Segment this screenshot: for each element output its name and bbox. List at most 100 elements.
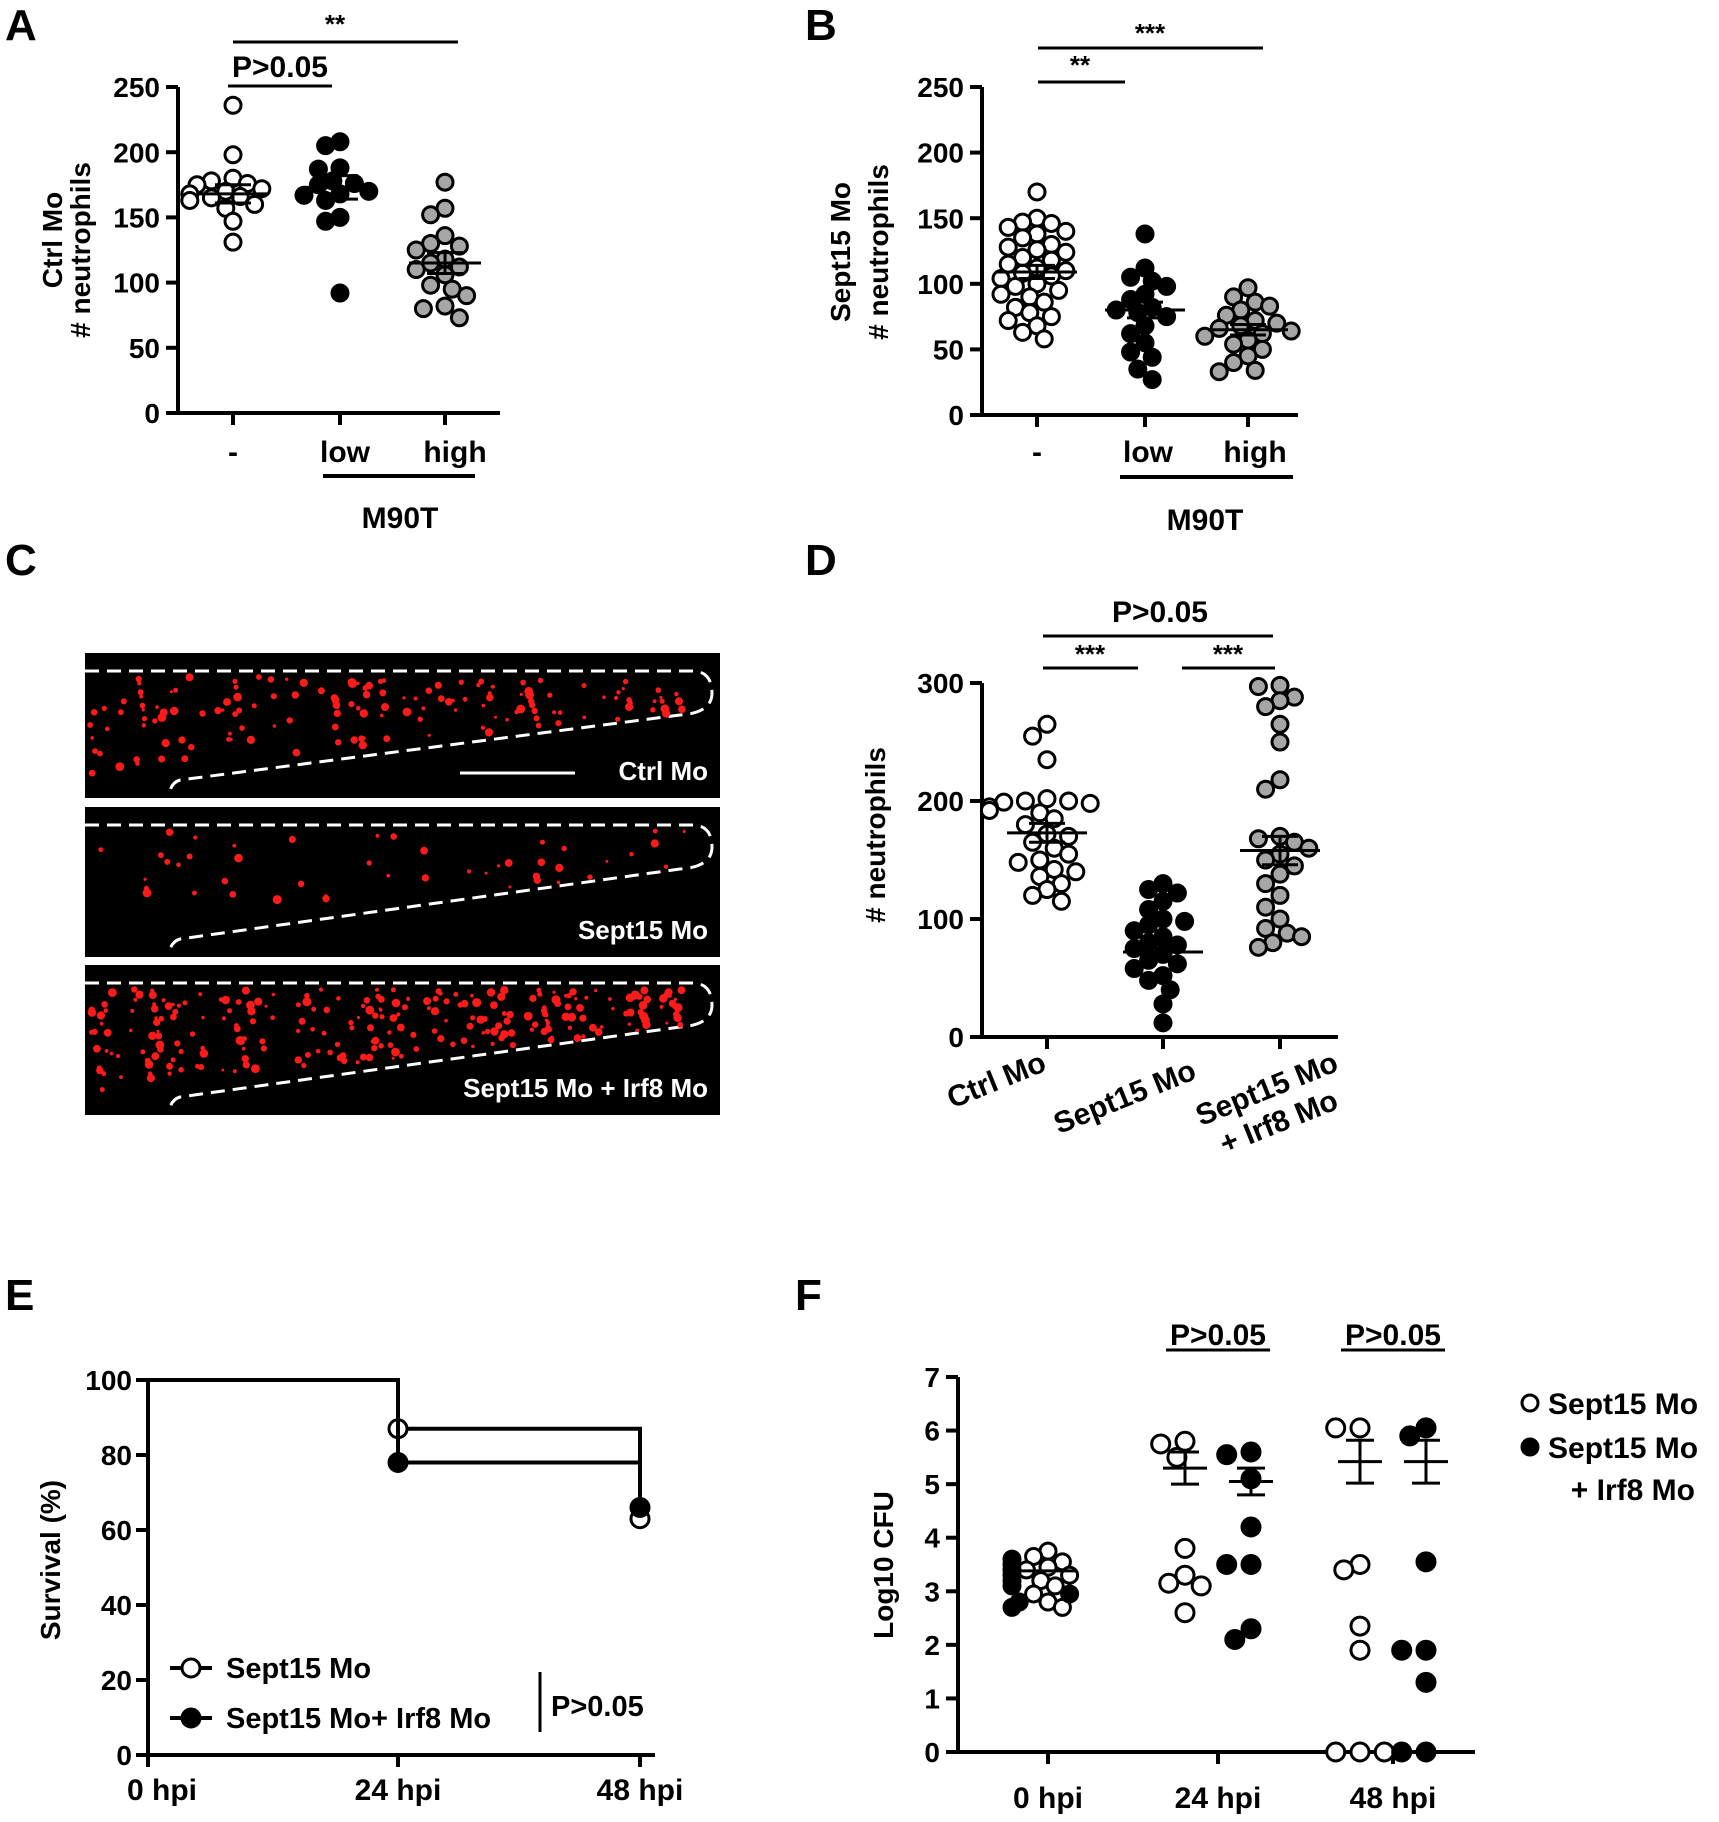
panel-f-point bbox=[1399, 1425, 1421, 1447]
micrograph-0-neutrophil bbox=[161, 739, 170, 748]
micrograph-0-neutrophil bbox=[232, 711, 239, 718]
micrograph-2-neutrophil bbox=[201, 1015, 205, 1020]
micrograph-2-neutrophil bbox=[321, 1030, 327, 1036]
micrograph-2-neutrophil bbox=[426, 1006, 431, 1011]
micrograph-2-neutrophil bbox=[391, 998, 401, 1008]
micrograph-0-neutrophil bbox=[616, 690, 621, 695]
micrograph-0-neutrophil bbox=[525, 690, 534, 700]
micrograph-2-neutrophil bbox=[356, 1015, 360, 1020]
panel-f-point bbox=[1349, 1615, 1371, 1637]
micrograph-2-neutrophil bbox=[573, 1034, 582, 1042]
panel-f-legend-marker bbox=[1520, 1393, 1540, 1413]
micrograph-0-neutrophil bbox=[232, 678, 238, 684]
micrograph-0-outline bbox=[85, 669, 714, 791]
micrograph-2-neutrophil bbox=[166, 1062, 173, 1070]
panel-d-point bbox=[1256, 897, 1276, 917]
panel-a-point bbox=[421, 275, 441, 295]
micrograph-2-neutrophil bbox=[301, 1062, 307, 1069]
panel-a-point bbox=[330, 283, 350, 303]
panel-b-point bbox=[1013, 322, 1033, 342]
panel-e-chart: 0 20 40 60 80 100 0 hpi 24 hpi 48 hpi Survival (%… bbox=[35, 1365, 683, 1807]
panel-a-y-tick-label: 200 bbox=[113, 137, 160, 168]
panel-b-point bbox=[1005, 276, 1025, 296]
micrograph-2-neutrophil bbox=[677, 986, 686, 995]
micrograph-2-neutrophil bbox=[594, 988, 598, 993]
panel-f-point bbox=[1333, 1559, 1355, 1581]
panel-d-point bbox=[1023, 885, 1043, 905]
micrograph-2-neutrophil bbox=[500, 987, 507, 994]
panel-d-point bbox=[1292, 927, 1312, 947]
micrograph-1-neutrophil bbox=[272, 895, 282, 905]
panel-a-point bbox=[421, 205, 441, 225]
panel-f-point bbox=[1415, 1551, 1437, 1573]
panel-b-point bbox=[1056, 221, 1076, 241]
panel-f-legend-label: Sept15 Mo bbox=[1548, 1388, 1698, 1421]
micrograph-2-neutrophil bbox=[176, 1003, 181, 1008]
micrograph-0-neutrophil bbox=[221, 708, 225, 712]
micrograph-0-neutrophil bbox=[359, 709, 368, 718]
panel-d-point bbox=[1248, 677, 1268, 697]
micrograph-2-neutrophil bbox=[567, 1025, 573, 1030]
micrograph-2-neutrophil bbox=[148, 1031, 157, 1040]
micrograph-0-neutrophil bbox=[199, 710, 206, 717]
panel-b-point bbox=[1209, 362, 1229, 382]
micrograph-1-neutrophil bbox=[288, 835, 296, 844]
panel-f-y-tick-label: 1 bbox=[924, 1683, 940, 1714]
micrograph-2-neutrophil bbox=[360, 1053, 367, 1061]
micrograph-0-neutrophil bbox=[227, 731, 232, 736]
micrograph-0-neutrophil bbox=[348, 701, 355, 708]
micrograph-2-neutrophil bbox=[295, 1002, 301, 1008]
micrograph-2-neutrophil bbox=[673, 1003, 683, 1012]
panel-d-point bbox=[1059, 791, 1079, 811]
micrograph-2-neutrophil bbox=[146, 1074, 155, 1083]
panel-f-point bbox=[1174, 1602, 1196, 1624]
micrograph-0-neutrophil bbox=[101, 705, 107, 711]
micrograph-2-neutrophil bbox=[164, 1002, 173, 1010]
panel-b-y-tick-label: 50 bbox=[933, 334, 964, 365]
micrograph-0-neutrophil bbox=[557, 710, 563, 715]
micrograph-0-neutrophil bbox=[226, 737, 231, 742]
panel-a-comparison-label: ** bbox=[325, 9, 346, 39]
micrograph-sept15-irf8-mo: Sept15 Mo + Irf8 Mo bbox=[85, 965, 720, 1115]
micrograph-2-neutrophil bbox=[550, 1035, 554, 1040]
panel-e-y-tick-label: 0 bbox=[116, 1740, 132, 1771]
micrograph-2-neutrophil bbox=[372, 1012, 379, 1019]
panel-e-x-label: 0 hpi bbox=[127, 1774, 197, 1807]
micrograph-0-neutrophil bbox=[520, 679, 527, 686]
micrograph-2-neutrophil bbox=[431, 1028, 438, 1034]
panel-d-point bbox=[1030, 850, 1050, 870]
panel-d-y-tick-label: 300 bbox=[917, 668, 964, 699]
micrograph-0-neutrophil bbox=[602, 695, 606, 699]
panel-d-point bbox=[1270, 675, 1290, 695]
micrograph-2-neutrophil bbox=[298, 1017, 306, 1025]
panel-d-point bbox=[1059, 844, 1079, 864]
panel-a-point bbox=[294, 185, 314, 205]
panel-a-point bbox=[435, 226, 455, 246]
panel-d-point bbox=[1015, 791, 1035, 811]
micrograph-2-neutrophil bbox=[584, 995, 589, 1000]
micrograph-1-neutrophil bbox=[366, 860, 372, 866]
panel-f-y-tick-label: 7 bbox=[924, 1362, 940, 1393]
micrograph-0-neutrophil bbox=[547, 692, 553, 698]
micrograph-2-neutrophil bbox=[576, 1004, 584, 1012]
micrograph-0-neutrophil bbox=[659, 698, 665, 704]
panel-b-point bbox=[1121, 267, 1141, 287]
panel-d-comparison-label: *** bbox=[1075, 639, 1106, 669]
panel-f-point bbox=[1174, 1430, 1196, 1452]
micrograph-2-neutrophil bbox=[198, 992, 203, 997]
micrograph-2-neutrophil bbox=[130, 1008, 135, 1013]
panel-d-point bbox=[1008, 852, 1028, 872]
micrograph-2-neutrophil bbox=[569, 988, 577, 996]
panel-a-point bbox=[316, 211, 336, 231]
panel-d-y-label: # neutrophils bbox=[860, 747, 891, 923]
panel-f-y-tick-label: 3 bbox=[924, 1576, 940, 1607]
panel-b-point bbox=[1135, 224, 1155, 244]
panel-e-legend-marker bbox=[180, 1657, 202, 1679]
micrograph-2-neutrophil bbox=[506, 1010, 514, 1019]
micrograph-2-neutrophil bbox=[172, 1008, 179, 1015]
micrograph-2-neutrophil bbox=[501, 1011, 507, 1016]
micrograph-2-neutrophil bbox=[232, 1069, 237, 1074]
micrograph-2-neutrophil bbox=[453, 991, 459, 997]
panel-letter-c: C bbox=[5, 536, 37, 585]
